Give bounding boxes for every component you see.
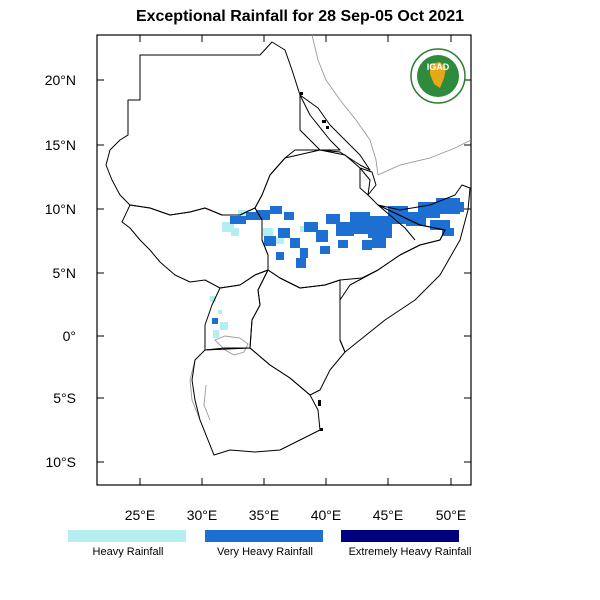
lon-label-50e: 50°E	[436, 507, 467, 523]
coastline-gray	[189, 34, 472, 456]
lat-label-10s: 10°S	[45, 454, 76, 470]
very-heavy-rainfall-areas	[212, 198, 464, 324]
lat-label-10n: 10°N	[45, 201, 76, 217]
lon-label-35e: 35°E	[249, 507, 280, 523]
igad-logo: IGAD	[410, 48, 466, 104]
legend-label-very-heavy: Very Heavy Rainfall	[217, 546, 313, 558]
lon-label-25e: 25°E	[125, 507, 156, 523]
legend-swatch-very-heavy	[205, 530, 323, 542]
logo-text: IGAD	[427, 62, 450, 72]
legend-swatch-extreme	[341, 530, 459, 542]
legend-label-extreme: Extremely Heavy Rainfall	[348, 546, 472, 558]
lon-tick-marks	[139, 35, 452, 485]
lon-label-45e: 45°E	[373, 507, 404, 523]
lat-label-5n: 5°N	[53, 265, 77, 281]
country-borders	[105, 41, 471, 456]
lat-label-15n: 15°N	[45, 137, 76, 153]
lat-label-0: 0°	[63, 328, 76, 344]
legend-label-heavy: Heavy Rainfall	[92, 546, 164, 558]
islands	[300, 92, 329, 431]
lat-label-5s: 5°S	[53, 390, 76, 406]
lat-label-20n: 20°N	[45, 72, 76, 88]
map-title: Exceptional Rainfall for 28 Sep-05 Oct 2…	[135, 8, 465, 25]
legend-swatch-heavy	[68, 530, 186, 542]
lon-label-40e: 40°E	[311, 507, 342, 523]
lon-label-30e: 30°E	[187, 507, 218, 523]
